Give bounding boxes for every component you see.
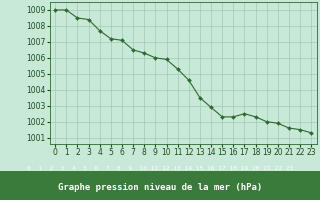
- Text: 0  1  2  3  4  5  6  7  8  9  10 11 12 13 14 15 16 17 18 19 20 21 22 23: 0 1 2 3 4 5 6 7 8 9 10 11 12 13 14 15 16…: [27, 166, 293, 171]
- Text: Graphe pression niveau de la mer (hPa): Graphe pression niveau de la mer (hPa): [58, 182, 262, 192]
